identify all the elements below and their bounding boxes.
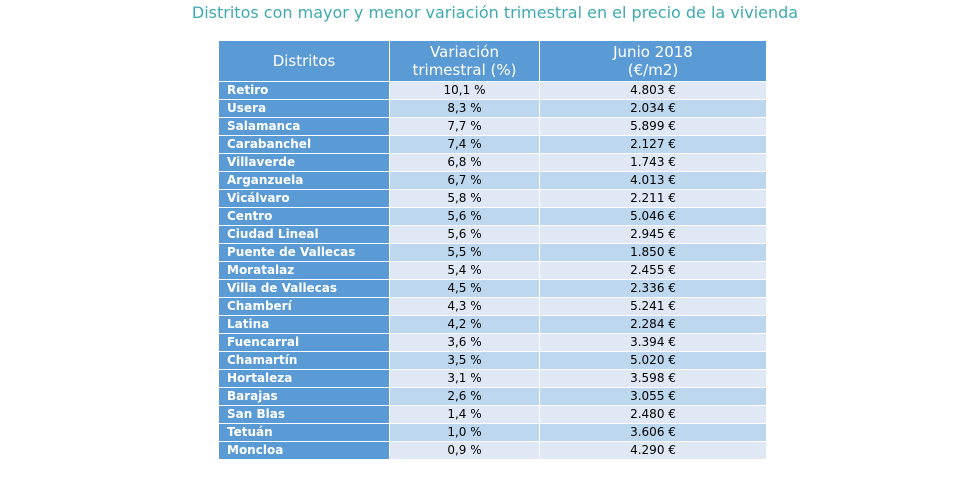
price-cell: 2.284 € (539, 315, 767, 334)
price-cell: 2.455 € (539, 261, 767, 280)
table-row: Chamberí 4,3 % 5.241 € (218, 297, 767, 316)
price-cell: 2.127 € (539, 135, 767, 154)
table-header-row: Distritos Variación trimestral (%) Junio … (218, 40, 767, 82)
table-row: Tetuán 1,0 % 3.606 € (218, 423, 767, 442)
district-cell: Moratalaz (218, 261, 390, 280)
variation-cell: 3,1 % (389, 369, 540, 388)
price-cell: 3.606 € (539, 423, 767, 442)
district-cell: Tetuán (218, 423, 390, 442)
district-cell: Centro (218, 207, 390, 226)
price-cell: 3.394 € (539, 333, 767, 352)
header-price: Junio 2018 (€/m2) (539, 40, 767, 82)
table-body: Retiro 10,1 % 4.803 € Usera 8,3 % 2.034 € Sala… (218, 81, 767, 460)
table-row: Ciudad Lineal 5,6 % 2.945 € (218, 225, 767, 244)
header-districts: Distritos (218, 40, 390, 82)
price-cell: 3.598 € (539, 369, 767, 388)
table-row: Puente de Vallecas 5,5 % 1.850 € (218, 243, 767, 262)
price-cell: 5.020 € (539, 351, 767, 370)
district-cell: Arganzuela (218, 171, 390, 190)
table-row: Villa de Vallecas 4,5 % 2.336 € (218, 279, 767, 298)
variation-cell: 5,6 % (389, 207, 540, 226)
district-cell: Latina (218, 315, 390, 334)
price-cell: 3.055 € (539, 387, 767, 406)
table-row: Vicálvaro 5,8 % 2.211 € (218, 189, 767, 208)
variation-cell: 4,3 % (389, 297, 540, 316)
price-cell: 1.850 € (539, 243, 767, 262)
district-cell: Carabanchel (218, 135, 390, 154)
district-cell: Usera (218, 99, 390, 118)
table-row: Salamanca 7,7 % 5.899 € (218, 117, 767, 136)
table-row: Centro 5,6 % 5.046 € (218, 207, 767, 226)
variation-cell: 7,4 % (389, 135, 540, 154)
price-cell: 5.241 € (539, 297, 767, 316)
district-cell: Puente de Vallecas (218, 243, 390, 262)
table-row: Moncloa 0,9 % 4.290 € (218, 441, 767, 460)
variation-cell: 5,5 % (389, 243, 540, 262)
table-row: Carabanchel 7,4 % 2.127 € (218, 135, 767, 154)
variation-cell: 5,8 % (389, 189, 540, 208)
district-cell: Ciudad Lineal (218, 225, 390, 244)
variation-cell: 10,1 % (389, 81, 540, 100)
table-row: Moratalaz 5,4 % 2.455 € (218, 261, 767, 280)
district-cell: Moncloa (218, 441, 390, 460)
table-row: Fuencarral 3,6 % 3.394 € (218, 333, 767, 352)
price-cell: 1.743 € (539, 153, 767, 172)
variation-cell: 8,3 % (389, 99, 540, 118)
page-title: Distritos con mayor y menor variación tr… (191, 3, 799, 22)
price-cell: 5.046 € (539, 207, 767, 226)
price-cell: 2.336 € (539, 279, 767, 298)
variation-cell: 1,0 % (389, 423, 540, 442)
district-cell: Barajas (218, 387, 390, 406)
price-cell: 4.013 € (539, 171, 767, 190)
price-cell: 4.290 € (539, 441, 767, 460)
district-cell: Villa de Vallecas (218, 279, 390, 298)
variation-cell: 5,4 % (389, 261, 540, 280)
price-cell: 2.480 € (539, 405, 767, 424)
district-cell: Salamanca (218, 117, 390, 136)
variation-cell: 3,5 % (389, 351, 540, 370)
variation-cell: 3,6 % (389, 333, 540, 352)
variation-cell: 6,7 % (389, 171, 540, 190)
districts-table: Distritos Variación trimestral (%) Junio … (218, 40, 767, 460)
district-cell: Chamberí (218, 297, 390, 316)
district-cell: San Blas (218, 405, 390, 424)
price-cell: 4.803 € (539, 81, 767, 100)
table-row: Hortaleza 3,1 % 3.598 € (218, 369, 767, 388)
header-variation: Variación trimestral (%) (389, 40, 540, 82)
variation-cell: 4,2 % (389, 315, 540, 334)
table-row: Barajas 2,6 % 3.055 € (218, 387, 767, 406)
price-cell: 2.945 € (539, 225, 767, 244)
table-row: Retiro 10,1 % 4.803 € (218, 81, 767, 100)
price-cell: 2.034 € (539, 99, 767, 118)
price-cell: 5.899 € (539, 117, 767, 136)
table-row: Chamartín 3,5 % 5.020 € (218, 351, 767, 370)
district-cell: Vicálvaro (218, 189, 390, 208)
price-cell: 2.211 € (539, 189, 767, 208)
district-cell: Villaverde (218, 153, 390, 172)
variation-cell: 7,7 % (389, 117, 540, 136)
table-row: Latina 4,2 % 2.284 € (218, 315, 767, 334)
district-cell: Chamartín (218, 351, 390, 370)
variation-cell: 6,8 % (389, 153, 540, 172)
table-row: San Blas 1,4 % 2.480 € (218, 405, 767, 424)
variation-cell: 4,5 % (389, 279, 540, 298)
district-cell: Retiro (218, 81, 390, 100)
variation-cell: 2,6 % (389, 387, 540, 406)
table-row: Villaverde 6,8 % 1.743 € (218, 153, 767, 172)
variation-cell: 5,6 % (389, 225, 540, 244)
table-row: Arganzuela 6,7 % 4.013 € (218, 171, 767, 190)
variation-cell: 1,4 % (389, 405, 540, 424)
district-cell: Fuencarral (218, 333, 390, 352)
district-cell: Hortaleza (218, 369, 390, 388)
table-row: Usera 8,3 % 2.034 € (218, 99, 767, 118)
variation-cell: 0,9 % (389, 441, 540, 460)
